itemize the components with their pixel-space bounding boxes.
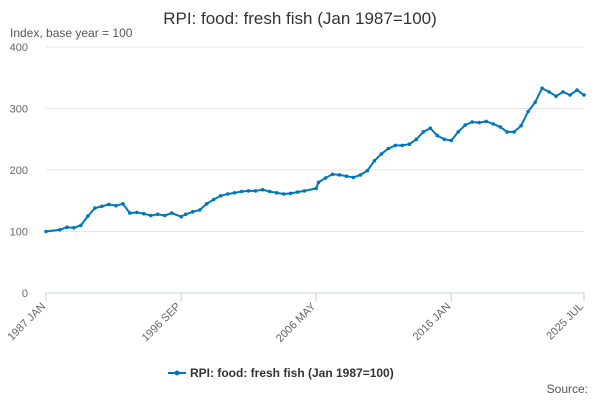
data-point (260, 187, 265, 192)
data-point (491, 122, 496, 126)
data-point (533, 100, 537, 105)
data-point (197, 208, 202, 212)
data-point (526, 109, 530, 114)
data-point (204, 202, 209, 206)
data-point (337, 173, 342, 177)
data-point (463, 123, 468, 127)
data-point (246, 189, 251, 193)
data-point (512, 130, 516, 134)
y-axis-ticks: 0 100 200 300 400 (10, 42, 28, 300)
data-point (393, 143, 398, 148)
data-point (540, 86, 544, 90)
data-point (323, 176, 328, 180)
data-point (302, 189, 307, 193)
data-point (330, 172, 335, 177)
legend-label: RPI: food: fresh fish (Jan 1987=100) (190, 366, 394, 380)
data-point (449, 138, 454, 143)
grid-lines (46, 46, 584, 232)
data-point (519, 123, 523, 128)
data-point (114, 203, 118, 208)
data-point (93, 206, 97, 210)
data-point (316, 180, 321, 185)
data-point (484, 119, 489, 124)
series-line (45, 87, 585, 233)
x-tick-label: 1996 SEP (140, 301, 184, 345)
data-point (44, 229, 48, 234)
y-tick-label: 200 (10, 165, 28, 177)
chart-title: RPI: food: fresh fish (Jan 1987=100) (163, 9, 437, 28)
data-point (456, 130, 461, 134)
data-point (358, 173, 363, 177)
data-point (547, 90, 551, 94)
data-point (58, 227, 62, 232)
data-point (428, 126, 433, 130)
data-point (142, 211, 146, 216)
data-point (351, 175, 356, 180)
data-point (407, 142, 412, 146)
data-point (225, 192, 230, 196)
series-group (44, 86, 586, 234)
data-point (135, 210, 139, 215)
data-point (470, 120, 475, 124)
x-tick-label: 2025 JUL (544, 301, 586, 343)
data-point (568, 93, 572, 97)
data-point (372, 159, 377, 163)
data-point (128, 211, 132, 215)
data-point (386, 146, 391, 151)
data-point (86, 214, 90, 218)
data-point (72, 226, 76, 230)
data-point (421, 130, 426, 134)
data-point (435, 133, 440, 138)
data-point (232, 191, 237, 195)
data-point (477, 120, 482, 125)
data-point (267, 189, 272, 194)
y-tick-label: 100 (10, 227, 28, 239)
data-point (100, 204, 104, 209)
data-point (344, 174, 349, 178)
data-point (554, 94, 558, 98)
data-point (442, 137, 447, 142)
x-axis-ticks: 1987 JAN 1996 SEP 2006 MAY 2016 JAN 2025 JUL (5, 293, 586, 345)
data-point (211, 197, 216, 202)
data-point (170, 211, 174, 215)
x-tick-label: 2016 JAN (411, 301, 454, 344)
y-tick-label: 400 (10, 42, 28, 54)
data-point (274, 191, 279, 195)
data-point (498, 125, 503, 129)
data-point (400, 143, 405, 148)
data-point (239, 189, 244, 194)
data-point (79, 223, 83, 228)
data-point (295, 190, 300, 194)
data-point (379, 152, 384, 156)
source-label: Source: (547, 382, 588, 396)
data-point (561, 90, 565, 94)
data-point (314, 186, 319, 191)
data-point (121, 202, 125, 206)
data-point (179, 214, 183, 219)
data-point (288, 191, 293, 196)
data-point (65, 225, 69, 229)
x-tick-label: 2006 MAY (274, 300, 319, 345)
data-point (281, 192, 286, 196)
data-point (253, 189, 258, 193)
data-point (183, 212, 188, 217)
data-point (190, 210, 195, 214)
data-point (107, 202, 111, 207)
y-tick-label: 0 (22, 288, 28, 300)
x-tick-label: 1987 JAN (5, 301, 48, 344)
legend[interactable]: RPI: food: fresh fish (Jan 1987=100) (168, 366, 394, 380)
data-point (365, 168, 370, 173)
data-point (156, 212, 160, 217)
data-point (575, 88, 579, 92)
data-point (414, 137, 419, 142)
y-axis-label: Index, base year = 100 (10, 26, 133, 40)
data-point (218, 194, 223, 198)
data-point (149, 213, 153, 218)
data-point (163, 213, 167, 218)
data-point (505, 130, 509, 134)
legend-swatch-marker (174, 370, 180, 376)
y-tick-label: 300 (10, 104, 28, 116)
data-point (582, 93, 586, 97)
